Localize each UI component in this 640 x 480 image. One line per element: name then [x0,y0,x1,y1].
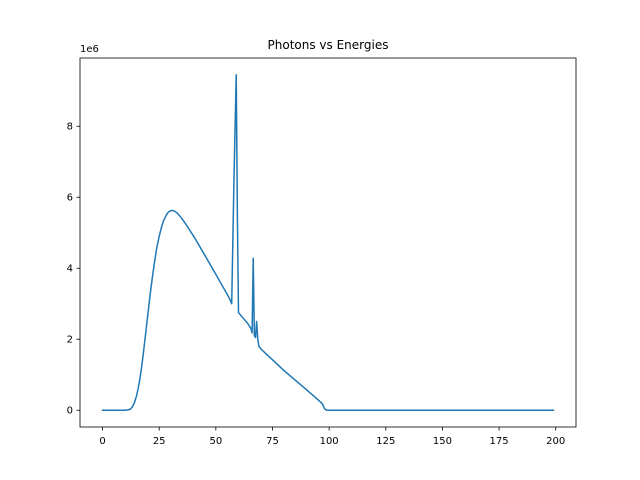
x-tick-label: 0 [99,436,105,447]
x-tick-label: 175 [490,436,509,447]
y-tick-label: 0 [67,406,73,417]
x-tick-label: 75 [266,436,279,447]
x-tick-label: 25 [153,436,166,447]
y-tick-label: 4 [67,264,73,275]
y-offset-label: 1e6 [80,44,99,55]
x-tick-label: 200 [546,436,565,447]
y-tick-label: 8 [67,122,73,133]
x-tick-label: 125 [376,436,395,447]
series-line-0 [101,74,555,411]
y-tick-label: 6 [67,193,73,204]
x-tick-label: 100 [320,436,339,447]
axes-frame [79,57,577,428]
y-tick-label: 2 [67,335,73,346]
x-tick-label: 50 [209,436,222,447]
x-tick-label: 150 [433,436,452,447]
axes: 0 25 50 75 100 125 150 175 200 0 2 4 6 8 [67,57,577,447]
plot-area [101,74,555,411]
chart-title: Photons vs Energies [268,38,389,52]
